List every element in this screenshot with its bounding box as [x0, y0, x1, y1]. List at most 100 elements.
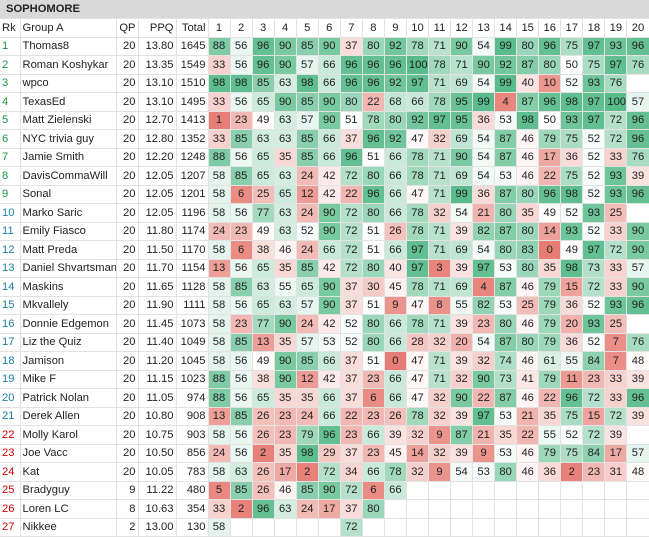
score-cell: 93	[604, 37, 628, 56]
score-cell: 90	[318, 37, 341, 56]
score-cell: 35	[296, 388, 319, 408]
header-rank: Rk	[0, 18, 21, 38]
header-question-9: 9	[384, 18, 407, 38]
score-cell: 96	[340, 74, 363, 93]
score-cell: 57	[626, 92, 649, 112]
score-cell: 90	[274, 92, 297, 112]
player-name-cell: Daniel Shvartsman	[20, 259, 117, 278]
score-cell: 58	[208, 462, 231, 482]
player-name-cell: Bradyguy	[20, 481, 117, 500]
score-cell: 20	[560, 314, 584, 334]
player-name-cell: Jamison	[20, 351, 117, 371]
score-cell: 24	[208, 222, 231, 241]
score-cell: 78	[406, 314, 429, 334]
player-name-cell: Donnie Edgemon	[20, 314, 117, 334]
score-cell: 58	[208, 314, 231, 334]
score-cell: 55	[560, 351, 584, 371]
score-cell: 23	[362, 444, 385, 463]
score-cell: 22	[538, 166, 562, 186]
ppq-cell: 13.00	[138, 518, 177, 537]
score-cell: 90	[274, 37, 297, 56]
score-cell: 23	[274, 407, 297, 426]
total-cell: 1549	[176, 55, 209, 75]
score-cell: 9	[384, 296, 407, 315]
qp-cell: 8	[116, 499, 139, 519]
score-cell: 23	[340, 425, 363, 445]
player-name-cell: Molly Karol	[20, 425, 117, 445]
score-cell: 85	[230, 129, 253, 149]
score-cell: 69	[450, 74, 474, 93]
score-cell: 96	[626, 129, 649, 149]
player-name-cell: Sonal	[20, 185, 117, 204]
score-cell: 48	[626, 462, 649, 482]
header-ppq: PPQ	[138, 18, 177, 38]
score-cell: 23	[472, 314, 496, 334]
score-cell: 9	[472, 444, 496, 463]
score-cell: 98	[560, 259, 584, 278]
score-cell: 47	[406, 296, 429, 315]
score-cell: 42	[318, 166, 341, 186]
score-cell: 82	[472, 296, 496, 315]
score-cell: 79	[538, 277, 562, 297]
total-cell: 480	[176, 481, 209, 500]
score-cell: 80	[494, 314, 518, 334]
score-cell: 6	[362, 481, 385, 500]
qp-cell: 20	[116, 74, 139, 93]
score-cell: 54	[472, 37, 496, 56]
qp-cell: 20	[116, 462, 139, 482]
ppq-cell: 11.65	[138, 277, 177, 297]
score-cell: 53	[494, 259, 518, 278]
score-cell	[560, 499, 584, 519]
table-row: 19 Mike F 20 11.15 1023 88 56 38 90 12 42 37 23 66 47 7…	[0, 370, 649, 389]
total-cell: 354	[176, 499, 209, 519]
score-cell: 96	[538, 37, 562, 56]
ppq-cell: 12.80	[138, 129, 177, 149]
ppq-cell: 11.80	[138, 222, 177, 241]
score-cell: 15	[582, 407, 606, 426]
header-question-20: 20	[626, 18, 649, 38]
table-row: 23 Joe Vacc 20 10.50 856 24 56 2 35 98 29 37 23 45 14 3…	[0, 444, 649, 463]
score-cell: 75	[560, 407, 584, 426]
score-cell: 85	[230, 277, 253, 297]
score-cell: 56	[230, 37, 253, 56]
score-cell: 2	[230, 499, 253, 519]
score-cell: 66	[384, 166, 407, 186]
score-cell: 78	[406, 37, 429, 56]
score-cell: 41	[516, 370, 540, 389]
score-cell: 2	[252, 444, 275, 463]
player-name-cell: Thomas8	[20, 37, 117, 56]
score-cell: 96	[318, 425, 341, 445]
score-cell: 55	[450, 296, 474, 315]
score-cell: 13	[252, 333, 275, 352]
score-cell: 72	[340, 481, 363, 500]
score-cell: 99	[494, 37, 518, 56]
score-cell	[516, 518, 540, 537]
score-cell: 63	[274, 203, 297, 223]
score-cell: 66	[362, 462, 385, 482]
ppq-cell: 10.50	[138, 444, 177, 463]
score-cell: 39	[604, 425, 628, 445]
score-cell	[626, 481, 649, 500]
header-row: Rk Group A QP PPQ Total 1 2 3 4 5 6 7 8 9 10 11 12 1…	[0, 18, 649, 38]
score-cell: 10	[538, 74, 562, 93]
score-cell: 34	[340, 462, 363, 482]
total-cell: 1073	[176, 314, 209, 334]
score-cell: 71	[428, 185, 452, 204]
score-cell: 25	[604, 203, 628, 223]
score-cell: 71	[428, 277, 452, 297]
score-cell: 39	[450, 351, 474, 371]
score-cell: 26	[384, 222, 407, 241]
rank-cell: 7	[0, 148, 21, 167]
score-cell: 66	[384, 240, 407, 260]
score-cell: 51	[362, 148, 385, 167]
player-name-cell: Marko Saric	[20, 203, 117, 223]
total-cell: 1510	[176, 74, 209, 93]
header-question-17: 17	[560, 18, 584, 38]
score-cell: 0	[384, 351, 407, 371]
score-cell: 72	[582, 277, 606, 297]
rank-cell: 19	[0, 370, 21, 389]
player-name-cell: Derek Allen	[20, 407, 117, 426]
score-cell: 85	[296, 148, 319, 167]
player-name-cell: DavisCommaWill	[20, 166, 117, 186]
score-cell: 14	[538, 222, 562, 241]
